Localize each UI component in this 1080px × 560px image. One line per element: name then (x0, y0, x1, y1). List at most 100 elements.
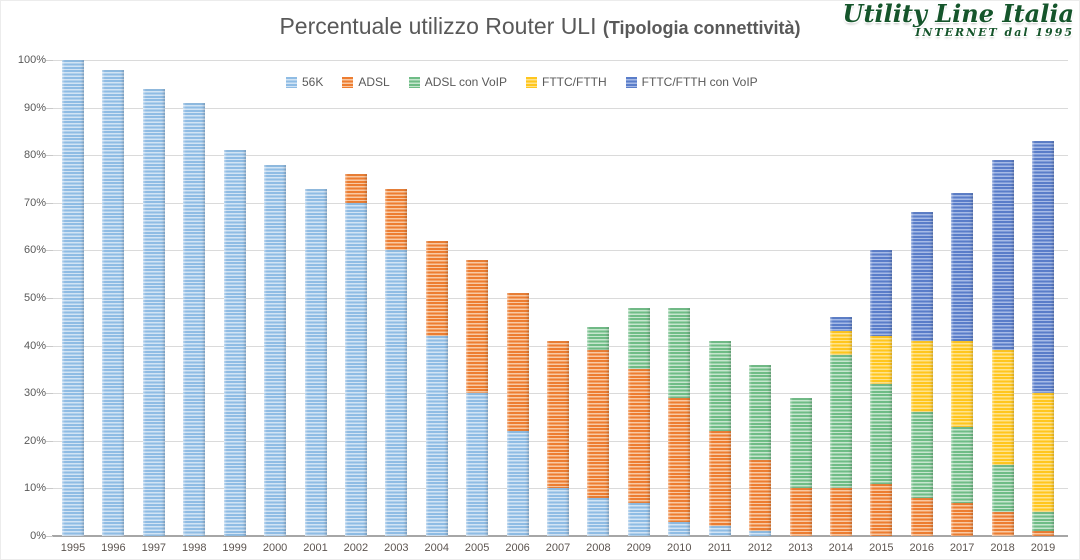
x-axis-label-2014: 2014 (828, 542, 854, 554)
bar-2001-segment-56k (304, 188, 327, 536)
bar-2009-segment-adsl-con-voip (627, 307, 650, 370)
y-axis-tick (46, 202, 53, 204)
bar-2016-segment-fttc-ftth (910, 340, 933, 413)
bar-2011-segment-adsl (708, 431, 731, 527)
bar-2018 (991, 159, 1014, 536)
bar-2006-segment-adsl (506, 293, 529, 432)
bar-2019-segment-fttc-ftth (1032, 393, 1054, 513)
x-axis-label-2007: 2007 (545, 542, 571, 554)
bar-2019 (1032, 140, 1054, 536)
x-axis-label-2019: 2019 (1030, 542, 1056, 554)
bar-2006-segment-56k (506, 431, 529, 536)
y-axis-tick (46, 155, 53, 157)
bar-2010-segment-adsl (668, 397, 691, 522)
x-axis-label-2015: 2015 (869, 542, 894, 554)
bar-2012-segment-adsl-con-voip (749, 364, 772, 460)
x-axis-label-2003: 2003 (384, 542, 409, 554)
legend-label: 56K (302, 75, 324, 89)
x-axis-label-2001: 2001 (303, 542, 328, 554)
bar-2004 (425, 240, 448, 536)
gridline-70% (52, 202, 1068, 204)
bar-1998 (183, 102, 206, 536)
bar-2017-segment-fttc-ftth (951, 340, 974, 427)
x-axis-label-1995: 1995 (60, 542, 86, 554)
bar-2018-segment-fttc-ftth-con-voip (991, 159, 1014, 351)
bar-2016 (910, 212, 933, 536)
company-logo-tagline: INTERNET dal 1995 (915, 26, 1074, 39)
x-axis-label-2010: 2010 (667, 542, 692, 554)
x-axis-label-2017: 2017 (949, 542, 975, 554)
bar-2017 (951, 193, 974, 536)
bar-2000 (264, 164, 287, 536)
bar-2016-segment-adsl-con-voip (910, 412, 933, 498)
bar-2014-segment-fttc-ftth (829, 331, 852, 356)
legend-swatch-icon (526, 76, 537, 88)
x-axis-label-2013: 2013 (788, 542, 813, 554)
bar-2007 (547, 340, 569, 536)
bar-2017-segment-adsl (951, 502, 974, 536)
y-axis-label-50%: 50% (23, 292, 46, 304)
bar-2005-segment-adsl (466, 259, 489, 394)
bar-2007-segment-adsl (547, 340, 569, 489)
legend-label: ADSL con VoIP (424, 75, 507, 89)
bar-2005-segment-56k (466, 393, 489, 536)
bar-1996-segment-56k (102, 69, 125, 536)
bar-2002 (344, 174, 367, 536)
bar-2015-segment-fttc-ftth-con-voip (870, 250, 893, 337)
bar-2010-segment-adsl-con-voip (668, 307, 691, 398)
chart-title: Percentuale utilizzo Router ULI (Tipolog… (0, 13, 1080, 40)
legend-swatch-icon (342, 76, 354, 88)
bar-2013 (789, 397, 812, 536)
legend-label: FTTC/FTTH (542, 75, 607, 89)
bar-2014 (829, 317, 852, 536)
bar-2003-segment-56k (385, 250, 408, 536)
bar-2015 (870, 250, 893, 536)
y-axis-label-10%: 10% (23, 482, 46, 495)
bar-1995-segment-56k (62, 60, 84, 536)
y-axis-tick (46, 488, 53, 490)
legend-swatch-icon (625, 76, 637, 88)
y-axis-label-80%: 80% (23, 149, 46, 162)
x-axis-label-2016: 2016 (909, 542, 934, 554)
gridline-80% (52, 155, 1068, 157)
bar-2012 (749, 364, 772, 536)
y-axis-label-90%: 90% (23, 101, 46, 114)
bar-2003-segment-adsl (385, 188, 408, 251)
gridline-50% (52, 298, 1068, 299)
legend-label: ADSL (358, 75, 390, 89)
y-axis-label-100%: 100% (17, 54, 46, 66)
y-axis-tick (46, 536, 53, 537)
bar-2015-segment-adsl-con-voip (870, 383, 893, 484)
bar-2015-segment-adsl (870, 483, 893, 536)
x-axis-label-2018: 2018 (990, 542, 1015, 554)
bar-2005 (466, 259, 489, 536)
x-axis-label-1998: 1998 (182, 542, 207, 554)
company-logo-name: Utility Line Italia (842, 0, 1074, 28)
bar-2004-segment-56k (425, 336, 448, 536)
y-axis-tick (46, 440, 53, 442)
y-axis-tick (46, 345, 53, 347)
company-logo: Utility Line Italia INTERNET dal 1995 (842, 0, 1074, 39)
bar-2008-segment-adsl (587, 350, 610, 498)
bar-2011-segment-adsl-con-voip (708, 340, 731, 432)
x-axis-label-2009: 2009 (626, 542, 652, 554)
bar-2016-segment-adsl (910, 497, 933, 536)
bar-2009-segment-adsl (627, 369, 650, 503)
bar-2009-segment-56k (627, 502, 650, 536)
y-axis-label-70%: 70% (23, 196, 46, 209)
bar-2013-segment-adsl-con-voip (789, 397, 812, 489)
bar-1999 (223, 150, 246, 536)
y-axis-label-0%: 0% (30, 530, 46, 542)
x-axis-label-2005: 2005 (464, 542, 490, 554)
legend: 56K ADSL ADSL con VoIP FTTC/FTTH FTTC/FTTH c… (286, 74, 758, 90)
bar-1995 (62, 60, 84, 536)
y-axis-label-40%: 40% (23, 339, 46, 352)
x-axis-label-1999: 1999 (222, 542, 247, 554)
bar-2010-segment-56k (668, 521, 691, 536)
bar-2019-segment-fttc-ftth-con-voip (1032, 140, 1054, 394)
bar-2006 (506, 293, 529, 536)
legend-item-fttc-ftth: FTTC/FTTH (526, 75, 607, 89)
x-axis-label-1997: 1997 (141, 542, 167, 554)
gridline-90% (52, 107, 1068, 109)
legend-item-fttc-ftth-con-voip: FTTC/FTTH con VoIP (625, 75, 758, 89)
